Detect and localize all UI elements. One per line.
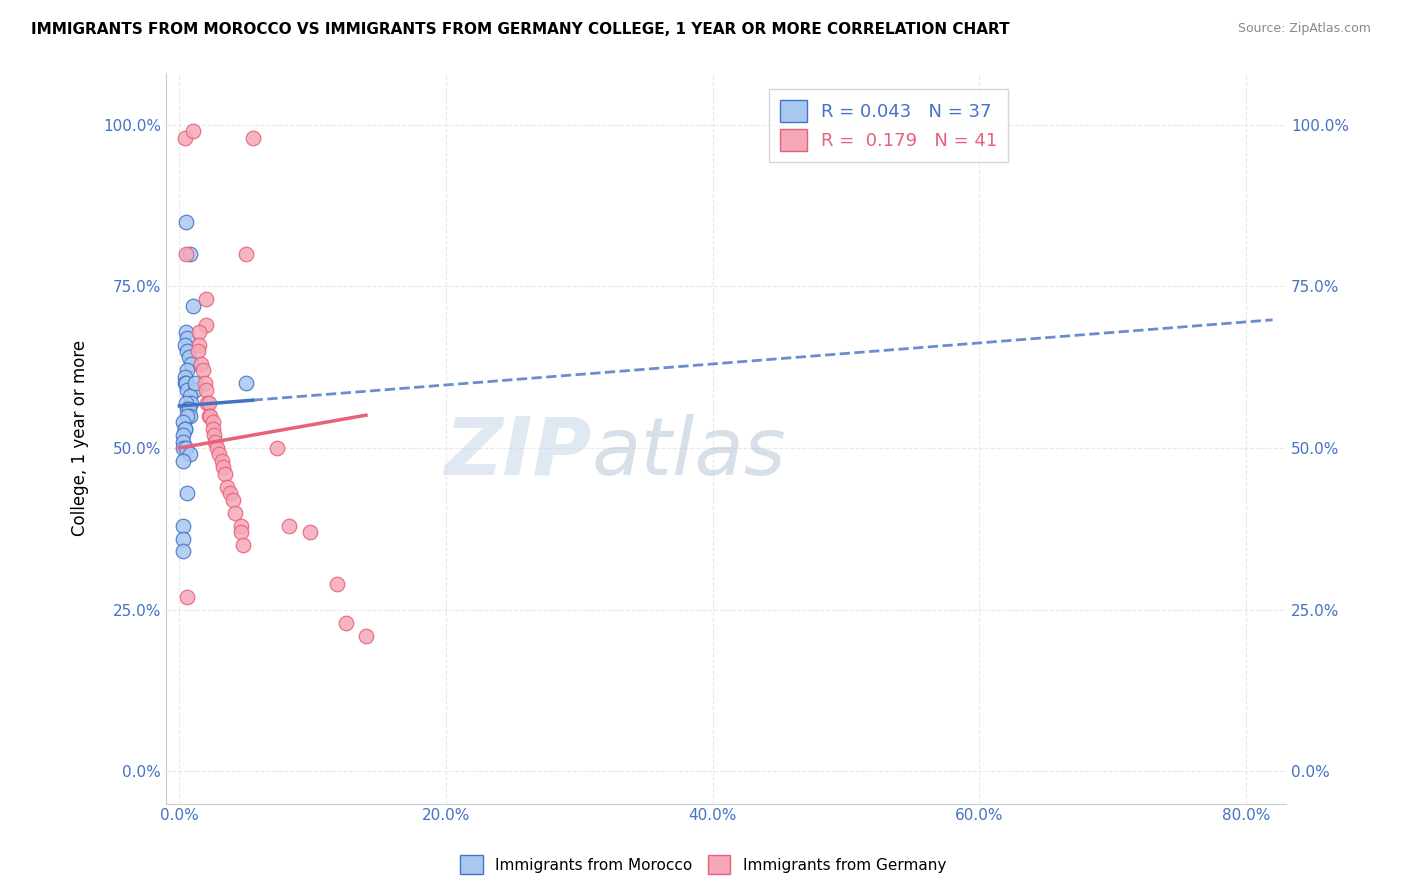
Point (176, 590, 198, 604)
Point (173, 130, 195, 145)
Point (193, 363, 215, 377)
Point (277, 518, 299, 533)
Point (176, 363, 198, 377)
Point (179, 447, 201, 461)
Point (208, 447, 231, 461)
Point (184, 383, 207, 397)
Point (198, 409, 221, 423)
Point (179, 409, 201, 423)
Point (177, 351, 200, 365)
Point (176, 383, 198, 397)
Legend: Immigrants from Morocco, Immigrants from Germany: Immigrants from Morocco, Immigrants from… (454, 849, 952, 880)
Point (172, 441, 194, 455)
Point (188, 337, 211, 351)
Point (187, 344, 209, 359)
Point (172, 428, 194, 442)
Point (217, 480, 239, 494)
Point (177, 402, 200, 417)
Text: ZIP: ZIP (444, 414, 592, 491)
Point (180, 357, 202, 371)
Point (211, 454, 233, 468)
Point (173, 370, 195, 384)
Text: IMMIGRANTS FROM MOROCCO VS IMMIGRANTS FROM GERMANY COLLEGE, 1 YEAR OR MORE CORRE: IMMIGRANTS FROM MOROCCO VS IMMIGRANTS FR… (31, 22, 1010, 37)
Point (179, 247, 201, 261)
Point (235, 376, 257, 391)
Point (242, 130, 264, 145)
Point (354, 628, 377, 642)
Point (174, 395, 197, 409)
Point (195, 395, 218, 409)
Point (173, 421, 195, 435)
Point (173, 421, 195, 435)
Point (172, 415, 194, 429)
Point (190, 357, 212, 371)
Point (214, 467, 236, 481)
Point (266, 441, 288, 455)
Point (197, 409, 219, 423)
Point (188, 325, 211, 339)
Point (173, 337, 195, 351)
Point (174, 376, 197, 391)
Point (205, 441, 228, 455)
Point (335, 615, 357, 630)
Point (201, 421, 224, 435)
Point (176, 402, 198, 417)
Point (176, 409, 198, 423)
Point (174, 215, 197, 229)
Point (172, 532, 194, 546)
Text: atlas: atlas (592, 414, 786, 491)
Point (221, 492, 243, 507)
Point (180, 395, 202, 409)
Point (202, 428, 225, 442)
Point (176, 344, 198, 359)
Point (174, 247, 197, 261)
Point (229, 524, 252, 539)
Point (181, 299, 204, 313)
Point (195, 383, 218, 397)
Point (173, 376, 195, 391)
Point (201, 415, 224, 429)
Point (298, 524, 321, 539)
Point (184, 376, 207, 391)
Point (197, 395, 219, 409)
Legend: R = 0.043   N = 37, R =  0.179   N = 41: R = 0.043 N = 37, R = 0.179 N = 41 (769, 89, 1008, 162)
Point (172, 434, 194, 449)
Point (176, 486, 198, 500)
Point (229, 518, 252, 533)
Point (212, 460, 235, 475)
Point (232, 538, 254, 552)
Point (219, 486, 242, 500)
Point (174, 325, 197, 339)
Point (204, 434, 226, 449)
Point (172, 454, 194, 468)
Y-axis label: College, 1 year or more: College, 1 year or more (72, 340, 89, 536)
Point (181, 124, 204, 138)
Point (195, 293, 218, 307)
Point (195, 318, 218, 333)
Point (325, 576, 347, 591)
Text: Source: ZipAtlas.com: Source: ZipAtlas.com (1237, 22, 1371, 36)
Point (172, 544, 194, 558)
Point (176, 331, 198, 345)
Point (235, 247, 257, 261)
Point (172, 518, 194, 533)
Point (194, 376, 217, 391)
Point (174, 441, 197, 455)
Point (179, 389, 201, 403)
Point (224, 506, 246, 520)
